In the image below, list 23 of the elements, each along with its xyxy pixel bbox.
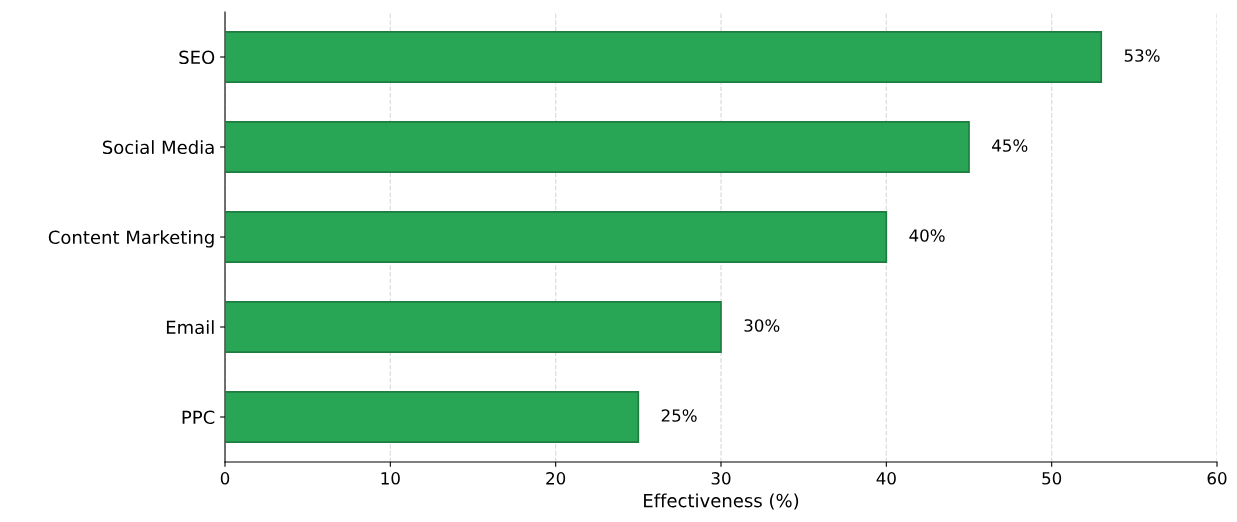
data-label: 45% (992, 139, 1028, 152)
y-tick-label: Content Marketing (48, 230, 214, 248)
x-axis-title: Effectiveness (%) (644, 493, 799, 510)
x-tick-label: 0 (220, 472, 230, 485)
y-tick-label: Email (166, 320, 214, 335)
data-label: 40% (909, 229, 945, 242)
bar (225, 30, 1103, 84)
bar (225, 300, 722, 354)
bar (225, 210, 888, 264)
x-tick-label: 30 (711, 472, 731, 485)
data-label: 25% (661, 409, 697, 422)
x-tick-label: 40 (876, 472, 896, 485)
bar (225, 390, 640, 444)
y-tick-label: PPC (182, 410, 215, 425)
x-tick-label: 60 (1207, 472, 1227, 485)
x-tick-label: 10 (381, 472, 400, 485)
x-tick-label: 20 (546, 472, 566, 485)
bar (225, 120, 970, 174)
y-tick-label: SEO (179, 50, 215, 65)
x-tick-label: 50 (1042, 472, 1062, 485)
y-tick-label: Social Media (102, 140, 214, 155)
data-label: 53% (1124, 49, 1160, 62)
data-label: 30% (744, 319, 780, 332)
